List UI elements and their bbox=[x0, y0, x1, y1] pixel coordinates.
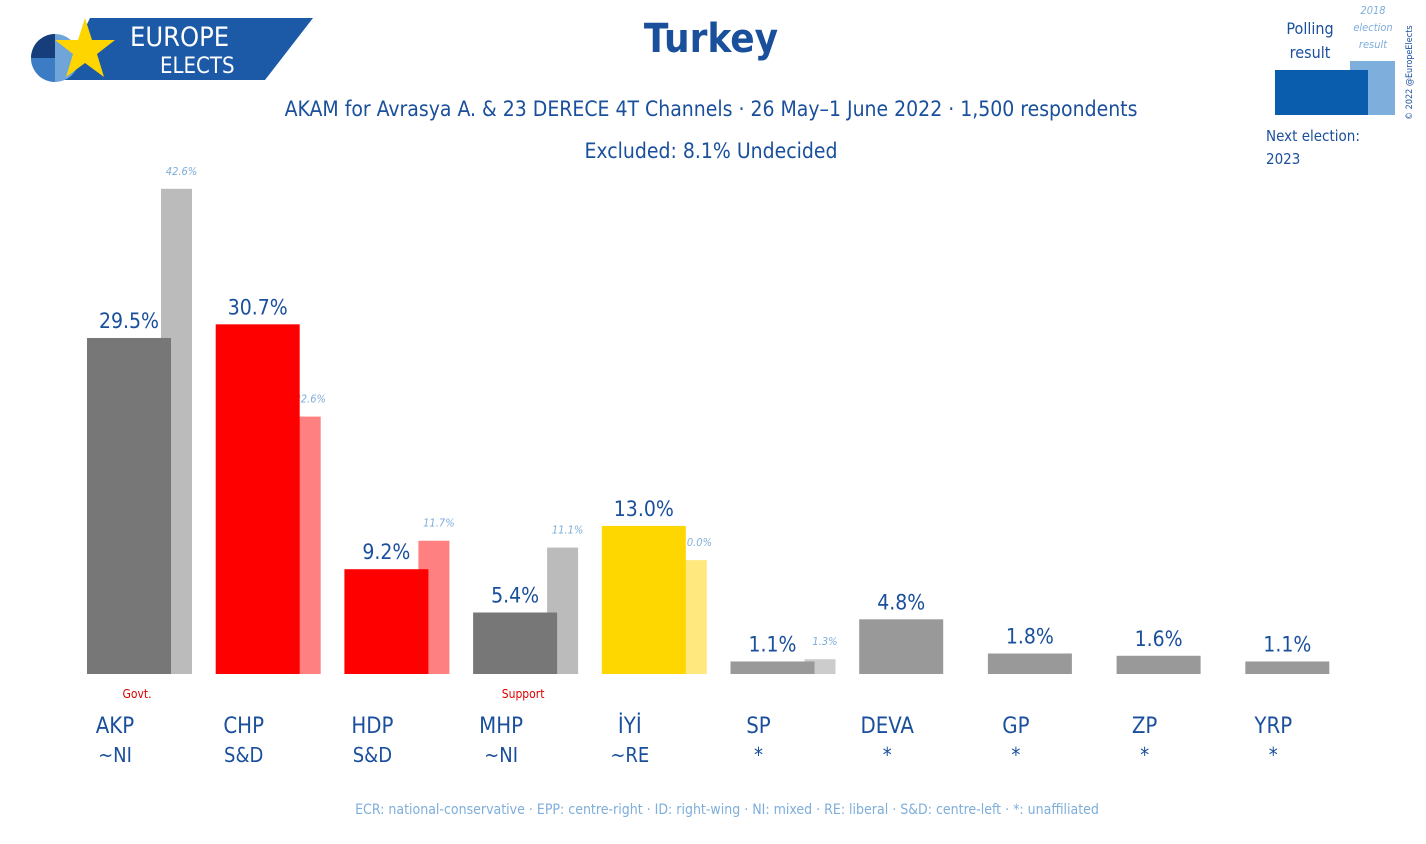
logo: EUROPE ELECTS bbox=[31, 18, 313, 82]
poll-label: 1.1% bbox=[749, 632, 797, 656]
poll-bar bbox=[344, 569, 429, 674]
group-label: * bbox=[1011, 743, 1020, 767]
poll-bar bbox=[730, 661, 815, 674]
bars: 42.6% 29.5% Govt. AKP ~NI 22.6% 30.7% CHP S&D 11.… bbox=[87, 165, 1330, 767]
party-label: CHP bbox=[223, 714, 264, 739]
poll-label: 1.6% bbox=[1135, 627, 1183, 651]
poll-bar bbox=[215, 324, 300, 674]
next-election-year: 2023 bbox=[1266, 150, 1300, 168]
party-label: İYİ bbox=[618, 713, 642, 739]
logo-text-1: EUROPE bbox=[130, 22, 229, 53]
party-label: AKP bbox=[96, 714, 135, 739]
prev-label: 11.1% bbox=[552, 524, 583, 537]
legend-prev-2: election bbox=[1353, 21, 1392, 34]
group-label: S&D bbox=[353, 743, 392, 767]
legend-poll-1: Polling bbox=[1286, 19, 1333, 38]
poll-label: 1.1% bbox=[1263, 632, 1311, 656]
legend-prev-3: result bbox=[1359, 38, 1388, 51]
prev-label: 22.6% bbox=[294, 393, 325, 406]
excluded-note: Excluded: 8.1% Undecided bbox=[584, 139, 837, 163]
prev-label: 10.0% bbox=[681, 536, 712, 549]
legend: Polling result 2018 election result © 20… bbox=[1266, 4, 1415, 168]
poll-label: 4.8% bbox=[877, 590, 925, 614]
legend-poll-swatch bbox=[1275, 70, 1368, 115]
poll-label: 29.5% bbox=[99, 309, 159, 333]
status-note: Support bbox=[502, 687, 545, 701]
poll-label: 5.4% bbox=[491, 583, 539, 607]
logo-text-2: ELECTS bbox=[160, 54, 235, 79]
chart-title: Turkey bbox=[644, 16, 778, 62]
party-label: ZP bbox=[1132, 714, 1158, 739]
poll-bar bbox=[1116, 655, 1201, 674]
party-label: MHP bbox=[479, 714, 523, 739]
poll-bar bbox=[87, 337, 171, 674]
prev-label: 1.3% bbox=[812, 635, 837, 648]
poll-bar bbox=[987, 653, 1072, 674]
poll-label: 9.2% bbox=[362, 540, 410, 564]
party-label: HDP bbox=[351, 714, 393, 739]
legend-prev-1: 2018 bbox=[1360, 4, 1385, 17]
party-label: GP bbox=[1002, 714, 1029, 739]
group-label: * bbox=[883, 743, 892, 767]
group-label: ~RE bbox=[610, 743, 649, 767]
party-label: SP bbox=[746, 714, 771, 739]
group-label: ~NI bbox=[484, 743, 518, 767]
party-label: DEVA bbox=[860, 714, 914, 739]
poll-bar bbox=[859, 619, 944, 674]
poll-bar bbox=[1245, 661, 1330, 674]
logo-star-icon bbox=[55, 18, 115, 77]
next-election-label: Next election: bbox=[1266, 127, 1360, 145]
legend-poll-2: result bbox=[1290, 43, 1331, 62]
copyright: © 2022 @EuropeElects bbox=[1405, 25, 1415, 120]
prev-label: 11.7% bbox=[423, 517, 454, 530]
footer-legend: ECR: national-conservative · EPP: centre… bbox=[355, 802, 1099, 818]
group-label: * bbox=[1269, 743, 1278, 767]
prev-label: 42.6% bbox=[166, 165, 197, 178]
status-note: Govt. bbox=[122, 687, 151, 701]
poll-bar bbox=[601, 525, 686, 674]
party-label: YRP bbox=[1253, 714, 1292, 739]
group-label: ~NI bbox=[98, 743, 132, 767]
chart-subtitle: AKAM for Avrasya A. & 23 DERECE 4T Chann… bbox=[285, 97, 1138, 121]
poll-label: 13.0% bbox=[614, 497, 674, 521]
poll-label: 1.8% bbox=[1006, 624, 1054, 648]
group-label: S&D bbox=[224, 743, 263, 767]
poll-bar bbox=[473, 612, 558, 674]
group-label: * bbox=[1140, 743, 1149, 767]
poll-label: 30.7% bbox=[228, 295, 288, 319]
group-label: * bbox=[754, 743, 763, 767]
